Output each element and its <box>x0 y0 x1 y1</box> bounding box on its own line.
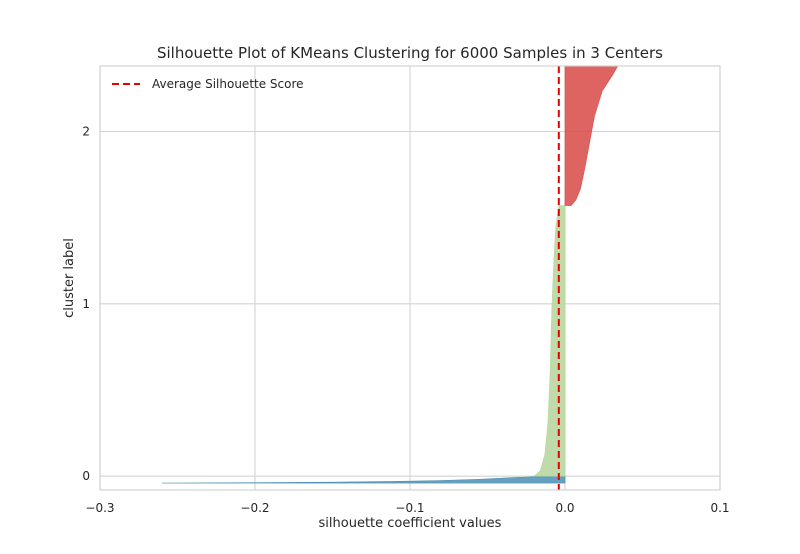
y-tick-label: 1 <box>82 297 90 311</box>
silhouette-band-cluster-2 <box>564 65 619 206</box>
axes-layer: −0.3 −0.2 −0.1 0.0 0.1 0 1 2 <box>82 65 730 515</box>
x-tick-label: −0.1 <box>395 501 424 515</box>
plot-frame <box>99 65 721 491</box>
x-tick-label: −0.3 <box>85 501 114 515</box>
grid-layer <box>99 66 721 490</box>
x-tick-label: −0.2 <box>240 501 269 515</box>
legend: Average Silhouette Score <box>112 77 304 91</box>
y-axis-label: cluster label <box>62 238 77 318</box>
legend-average-score-label: Average Silhouette Score <box>152 77 304 91</box>
silhouette-band-cluster-0 <box>161 475 566 484</box>
x-axis-label: silhouette coefficient values <box>319 516 502 531</box>
y-tick-label: 2 <box>82 124 90 138</box>
x-tick-label: 0.1 <box>710 501 729 515</box>
chart-title: Silhouette Plot of KMeans Clustering for… <box>157 44 663 62</box>
y-tick-label: 0 <box>82 469 90 483</box>
x-tick-label: 0.0 <box>555 501 574 515</box>
series-layer <box>161 65 619 484</box>
silhouette-band-cluster-1 <box>533 205 566 477</box>
